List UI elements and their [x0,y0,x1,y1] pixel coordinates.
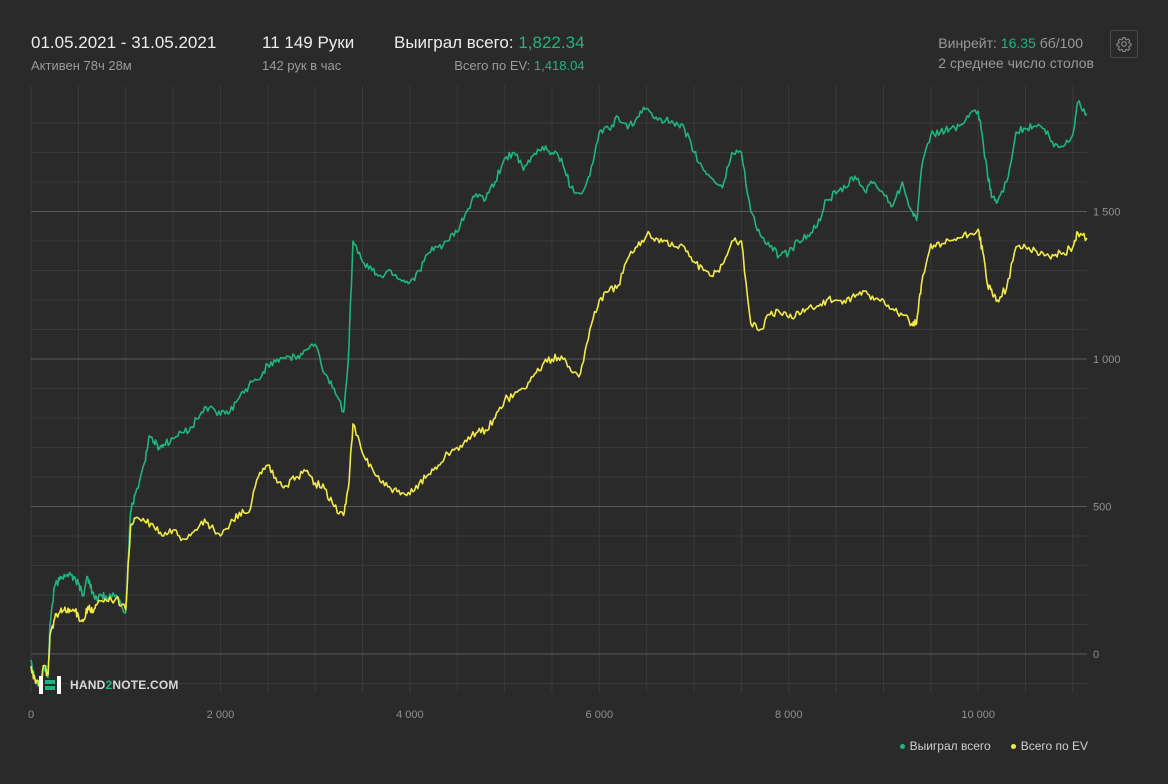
y-tick-label: 1 000 [1093,354,1121,366]
y-tick-label: 0 [1093,649,1099,661]
date-range-block: 01.05.2021 - 31.05.2021 Активен 78ч 28м [31,33,216,73]
legend-label-won: Выиграл всего [909,739,991,753]
x-tick-label: 2 000 [207,709,235,721]
date-range[interactable]: 01.05.2021 - 31.05.2021 [31,33,217,52]
ev-value: 1,418.04 [533,58,585,73]
settings-button[interactable] [1110,30,1138,58]
stats-header: 01.05.2021 - 31.05.2021 Активен 78ч 28м … [0,0,1168,86]
logo-text-mid: 2 [105,678,113,692]
hand2note-logo: HAND2NOTE.COM [38,674,179,696]
series-layer [30,100,1088,688]
chart-legend: Выиграл всего Всего по EV [899,739,1088,753]
winrate-value: 16.35 [1000,35,1036,51]
winnings-block: Выиграл всего: 1,822.34 Всего по EV: 1,4… [394,33,585,73]
y-tick-label: 1 500 [1093,207,1121,219]
hand2note-logo-icon [39,676,61,694]
winrate-unit: бб/100 [1039,35,1084,51]
won-value: 1,822.34 [518,33,585,52]
ev-total: Всего по EV: 1,418.04 [394,58,585,73]
logo-text-prefix: HAND [70,678,106,692]
legend-label-ev: Всего по EV [1020,739,1088,753]
winrate-label: Винрейт: [938,35,997,51]
won-total: Выиграл всего: 1,822.34 [394,33,585,53]
x-tick-label: 4 000 [396,709,424,721]
legend-dot-won [899,743,905,749]
gear-icon [1116,37,1132,52]
y-tick-label: 500 [1093,502,1111,514]
tick-labels: 0 500 1 000 1 500 0 2 000 4 000 6 000 8 000 10 00… [28,207,1121,722]
hands-per-hour: 142 рук в час [262,58,342,73]
x-tick-label: 8 000 [775,709,803,721]
avg-tables: 2 среднее число столов [938,55,1094,71]
winrate: Винрейт: 16.35 бб/100 [938,33,1094,53]
legend-dot-ev [1010,743,1016,749]
logo-text: HAND2NOTE.COM [70,678,179,692]
grid-major [31,211,1087,655]
x-tick-label: 0 [28,709,34,721]
x-tick-label: 6 000 [586,709,614,721]
legend-item-ev[interactable]: Всего по EV [1010,739,1088,753]
winrate-block: Винрейт: 16.35 бб/100 2 среднее число ст… [938,33,1094,73]
legend-item-won[interactable]: Выиграл всего [899,739,991,753]
series-line-ev [30,228,1088,687]
grid-minor [30,86,1087,693]
ev-label: Всего по EV: [454,58,531,73]
hands-block: 11 149 Руки 142 рук в час [262,33,354,73]
logo-text-suffix: NOTE.COM [112,678,179,692]
series-line-won [30,100,1088,688]
won-label: Выиграл всего: [394,33,514,52]
hands-count: 11 149 Руки [262,33,355,52]
x-tick-label: 10 000 [961,709,995,721]
active-time: Активен 78ч 28м [31,58,132,73]
